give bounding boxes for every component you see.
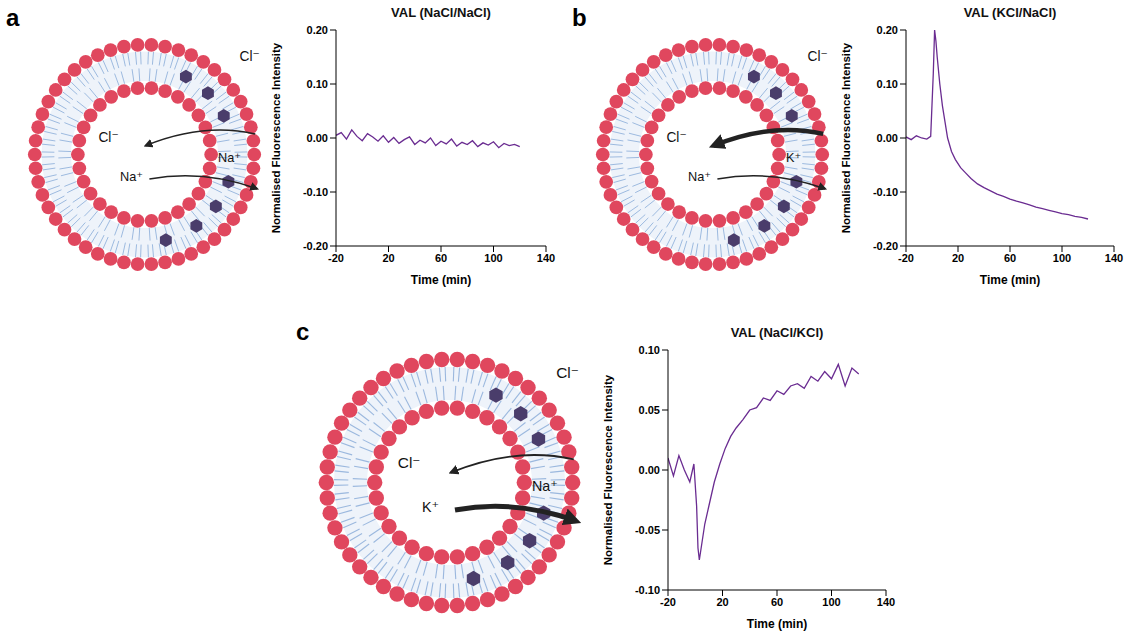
svg-text:140: 140: [1105, 252, 1123, 264]
svg-text:-0.10: -0.10: [635, 584, 660, 596]
svg-text:140: 140: [877, 596, 895, 608]
svg-text:0.00: 0.00: [307, 132, 328, 144]
svg-text:-20: -20: [660, 596, 676, 608]
svg-text:-0.05: -0.05: [635, 524, 660, 536]
svg-text:Na⁺: Na⁺: [532, 478, 558, 494]
svg-text:Time (min): Time (min): [747, 617, 807, 631]
svg-text:-0.20: -0.20: [303, 240, 328, 252]
svg-text:20: 20: [952, 252, 964, 264]
svg-text:60: 60: [1004, 252, 1016, 264]
svg-text:K⁺: K⁺: [786, 150, 801, 165]
svg-text:Na⁺: Na⁺: [120, 169, 143, 184]
svg-text:Cl⁻: Cl⁻: [240, 49, 260, 64]
svg-text:Cl⁻: Cl⁻: [666, 130, 686, 145]
html-text:a: a: [6, 4, 20, 31]
svg-text:0.10: 0.10: [307, 78, 328, 90]
svg-text:Normalised Fluorescence Intens: Normalised Fluorescence Intensity: [270, 42, 282, 233]
svg-text:0.10: 0.10: [639, 344, 660, 356]
svg-text:Normalised Fluorescence Intens: Normalised Fluorescence Intensity: [840, 42, 852, 233]
svg-text:0.00: 0.00: [877, 132, 898, 144]
svg-text:60: 60: [771, 596, 783, 608]
html-text:VAL (NaCl/KCl): VAL (NaCl/KCl): [730, 325, 824, 340]
svg-text:140: 140: [537, 252, 555, 264]
svg-text:Cl⁻: Cl⁻: [556, 364, 579, 381]
svg-text:Time (min): Time (min): [980, 273, 1040, 287]
svg-text:-20: -20: [898, 252, 914, 264]
svg-text:0.20: 0.20: [307, 24, 328, 36]
svg-text:0.10: 0.10: [877, 78, 898, 90]
svg-text:Cl⁻: Cl⁻: [808, 49, 828, 64]
html-text:b: b: [572, 4, 587, 31]
html-text:c: c: [296, 318, 310, 345]
svg-text:-0.10: -0.10: [873, 186, 898, 198]
svg-text:Time (min): Time (min): [411, 273, 471, 287]
svg-text:-20: -20: [328, 252, 344, 264]
svg-text:100: 100: [822, 596, 840, 608]
svg-text:-0.20: -0.20: [873, 240, 898, 252]
svg-text:20: 20: [716, 596, 728, 608]
svg-text:Cl⁻: Cl⁻: [98, 130, 118, 145]
html-text:VAL (KCl/NaCl): VAL (KCl/NaCl): [963, 5, 1057, 20]
svg-text:Normalised Fluorescence Intens: Normalised Fluorescence Intensity: [602, 374, 614, 565]
svg-text:Na⁺: Na⁺: [218, 150, 241, 165]
svg-text:100: 100: [484, 252, 502, 264]
svg-text:0.20: 0.20: [877, 24, 898, 36]
html-text:VAL (NaCl/NaCl): VAL (NaCl/NaCl): [391, 5, 491, 20]
svg-text:-0.10: -0.10: [303, 186, 328, 198]
svg-text:0.05: 0.05: [639, 404, 660, 416]
svg-text:0.00: 0.00: [639, 464, 660, 476]
svg-text:K⁺: K⁺: [422, 499, 439, 515]
svg-text:Cl⁻: Cl⁻: [398, 454, 421, 471]
svg-text:100: 100: [1053, 252, 1071, 264]
svg-text:Na⁺: Na⁺: [688, 169, 711, 184]
svg-text:20: 20: [382, 252, 394, 264]
svg-text:60: 60: [435, 252, 447, 264]
